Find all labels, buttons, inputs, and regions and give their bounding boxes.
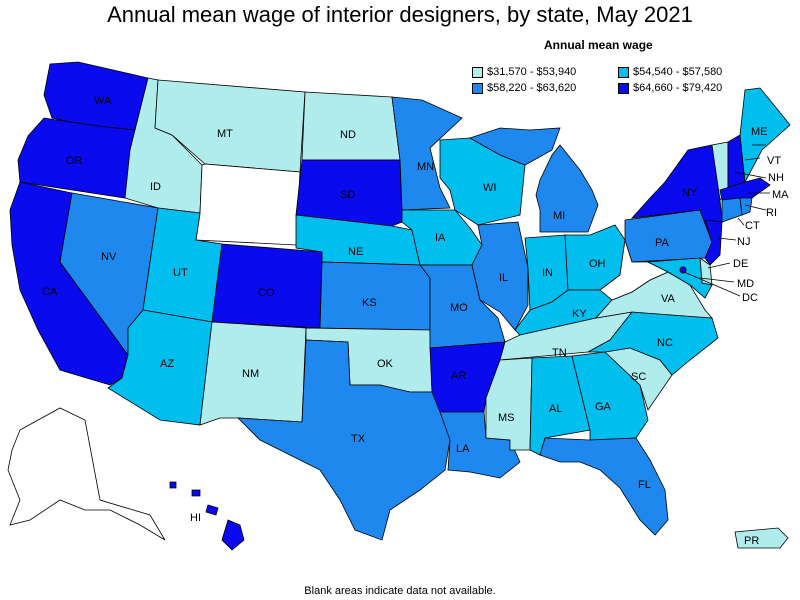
state-ri[interactable]: [739, 197, 753, 216]
label-ga: GA: [595, 401, 612, 413]
state-tx[interactable]: [236, 339, 451, 541]
state-hi-oahu[interactable]: [191, 489, 201, 497]
label-dc: DC: [742, 292, 758, 304]
label-az: AZ: [160, 358, 174, 370]
footnote: Blank areas indicate data not available.: [304, 585, 496, 597]
state-dc[interactable]: [679, 266, 687, 274]
label-ok: OK: [377, 358, 394, 370]
label-va: VA: [661, 293, 676, 305]
label-vt: VT: [767, 155, 781, 167]
legend-item-bin-1: $31,570 - $53,940: [472, 66, 576, 78]
state-sd[interactable]: [295, 159, 403, 227]
state-co[interactable]: [211, 243, 323, 329]
label-tx: TX: [351, 433, 366, 445]
map-title: Annual mean wage of interior designers, …: [107, 2, 693, 27]
label-ct: CT: [745, 220, 760, 232]
state-wy[interactable]: [195, 163, 301, 246]
state-ms[interactable]: [485, 357, 533, 451]
state-wv[interactable]: [599, 239, 669, 301]
label-ny: NY: [682, 187, 698, 199]
label-nh: NH: [768, 172, 784, 184]
legend-swatch-bin-3: [472, 82, 483, 94]
legend: Annual mean wage $31,570 - $53,940 $54,5…: [468, 36, 728, 100]
legend-swatch-bin-1: [472, 66, 483, 78]
label-md: MD: [737, 278, 754, 290]
label-nc: NC: [657, 337, 673, 349]
state-hi-big[interactable]: [221, 519, 245, 551]
leader-lines: [683, 144, 770, 297]
label-oh: OH: [589, 258, 606, 270]
label-or: OR: [66, 155, 83, 167]
state-fl[interactable]: [539, 437, 669, 536]
legend-swatch-bin-2: [618, 66, 629, 78]
label-in: IN: [542, 267, 553, 279]
state-nc[interactable]: [587, 311, 719, 376]
label-nj: NJ: [737, 236, 750, 248]
label-nm: NM: [242, 368, 259, 380]
label-pa: PA: [655, 237, 670, 249]
legend-swatch-bin-4: [618, 82, 629, 94]
label-id: ID: [150, 181, 161, 193]
label-ca: CA: [42, 286, 58, 298]
label-wi: WI: [483, 182, 496, 194]
label-de: DE: [733, 258, 748, 270]
label-ms: MS: [498, 412, 515, 424]
label-ri: RI: [766, 207, 777, 219]
state-ct[interactable]: [721, 197, 743, 223]
legend-item-bin-3: $58,220 - $63,620: [472, 82, 576, 94]
label-tn: TN: [552, 347, 567, 359]
label-nd: ND: [340, 129, 356, 141]
state-nd[interactable]: [301, 91, 401, 161]
state-hi-maui[interactable]: [205, 504, 219, 516]
label-ne: NE: [348, 246, 363, 258]
label-fl: FL: [638, 479, 651, 491]
legend-label-bin-2: $54,540 - $57,580: [633, 66, 723, 78]
label-me: ME: [751, 126, 768, 138]
label-co: CO: [258, 287, 275, 299]
state-pa[interactable]: [624, 209, 713, 263]
label-pr: PR: [744, 535, 759, 547]
label-mt: MT: [217, 128, 233, 140]
label-wa: WA: [94, 95, 112, 107]
label-mi: MI: [553, 210, 565, 222]
label-al: AL: [549, 403, 562, 415]
state-ks[interactable]: [319, 261, 431, 331]
state-md[interactable]: [646, 257, 713, 299]
label-hi: HI: [190, 512, 201, 524]
state-ak[interactable]: [7, 407, 166, 541]
label-nv: NV: [101, 251, 117, 263]
state-mi[interactable]: [535, 144, 599, 233]
state-pr[interactable]: [734, 527, 789, 549]
state-la[interactable]: [439, 411, 521, 479]
state-mi-upper[interactable]: [469, 127, 561, 166]
label-il: IL: [499, 272, 508, 284]
label-sc: SC: [631, 371, 646, 383]
state-me[interactable]: [739, 87, 791, 184]
label-ar: AR: [451, 370, 466, 382]
label-la: LA: [456, 443, 470, 455]
label-sd: SD: [340, 189, 355, 201]
label-mo: MO: [450, 302, 468, 314]
legend-item-bin-2: $54,540 - $57,580: [618, 66, 722, 78]
legend-label-bin-4: $64,660 - $79,420: [633, 82, 723, 94]
label-ks: KS: [362, 297, 377, 309]
state-mn[interactable]: [391, 96, 463, 211]
label-ut: UT: [173, 267, 188, 279]
label-ky: KY: [572, 308, 587, 320]
legend-title: Annual mean wage: [544, 38, 653, 52]
state-il[interactable]: [471, 221, 529, 331]
legend-label-bin-3: $58,220 - $63,620: [487, 82, 577, 94]
state-hi-kauai[interactable]: [169, 481, 177, 489]
state-labels: WA OR CA NV ID MT UT AZ CO NM ND SD NE K…: [42, 95, 789, 547]
legend-item-bin-4: $64,660 - $79,420: [618, 82, 722, 94]
label-mn: MN: [417, 161, 434, 173]
label-ia: IA: [435, 232, 446, 244]
label-ma: MA: [772, 189, 789, 201]
legend-label-bin-1: $31,570 - $53,940: [487, 66, 577, 78]
